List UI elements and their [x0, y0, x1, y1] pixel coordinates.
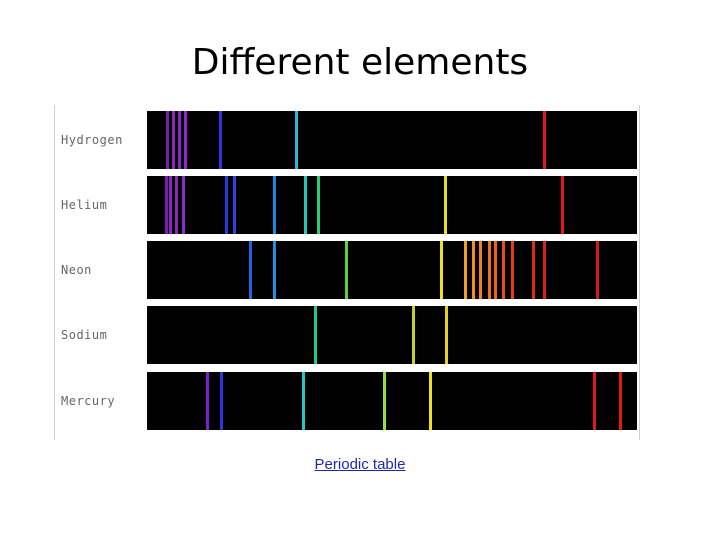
- spectral-line: [382, 372, 386, 430]
- spectral-line: [272, 176, 276, 234]
- spectral-line: [177, 111, 181, 169]
- spectral-line: [429, 372, 433, 430]
- emission-spectra-figure: Hydrogen Helium Neon Sodium Mercury: [54, 105, 640, 440]
- periodic-table-link-container: Periodic table: [0, 456, 720, 473]
- spectral-line: [272, 241, 276, 299]
- element-label: Sodium: [61, 328, 108, 342]
- spectral-line: [218, 111, 222, 169]
- slide-title: Different elements: [191, 42, 529, 83]
- spectral-line: [502, 241, 506, 299]
- spectral-line: [511, 241, 515, 299]
- spectral-line: [233, 176, 237, 234]
- spectral-line: [596, 241, 599, 299]
- spectral-line: [164, 176, 168, 234]
- spectral-line: [445, 306, 449, 364]
- spectral-line: [560, 176, 564, 234]
- spectrum-row: Hydrogen: [55, 111, 639, 169]
- spectrum-band: [147, 372, 637, 430]
- spectral-line: [493, 241, 497, 299]
- spectral-line: [294, 111, 298, 169]
- spectral-line: [182, 176, 186, 234]
- spectrum-row: Neon: [55, 241, 639, 299]
- element-label: Helium: [61, 198, 108, 212]
- element-label: Neon: [61, 263, 92, 277]
- spectral-line: [205, 372, 209, 430]
- spectral-line: [464, 241, 468, 299]
- spectral-line: [249, 241, 253, 299]
- spectral-line: [443, 176, 447, 234]
- spectral-line: [171, 111, 175, 169]
- element-label: Hydrogen: [61, 133, 123, 147]
- spectral-line: [316, 176, 320, 234]
- spectrum-row: Mercury: [55, 372, 639, 430]
- spectral-line: [303, 176, 307, 234]
- spectral-line: [411, 306, 415, 364]
- spectral-line: [479, 241, 482, 299]
- spectral-line: [543, 241, 547, 299]
- spectrum-row: Sodium: [55, 306, 639, 364]
- spectral-line: [220, 372, 224, 430]
- spectrum-band: [147, 306, 637, 364]
- spectrum-band: [147, 176, 637, 234]
- spectral-line: [439, 241, 443, 299]
- spectral-line: [471, 241, 475, 299]
- spectral-line: [593, 372, 597, 430]
- spectral-line: [543, 111, 547, 169]
- spectral-line: [487, 241, 491, 299]
- spectral-line: [166, 111, 169, 169]
- spectral-line: [619, 372, 623, 430]
- spectral-line: [531, 241, 535, 299]
- spectral-line: [174, 176, 178, 234]
- element-label: Mercury: [61, 394, 116, 408]
- periodic-table-link[interactable]: Periodic table: [314, 456, 406, 473]
- spectrum-row: Helium: [55, 176, 639, 234]
- spectral-line: [344, 241, 348, 299]
- spectrum-band: [147, 241, 637, 299]
- spectral-line: [183, 111, 187, 169]
- spectrum-band: [147, 111, 637, 169]
- spectral-line: [168, 176, 172, 234]
- spectral-line: [224, 176, 228, 234]
- spectral-line: [302, 372, 305, 430]
- spectral-line: [313, 306, 317, 364]
